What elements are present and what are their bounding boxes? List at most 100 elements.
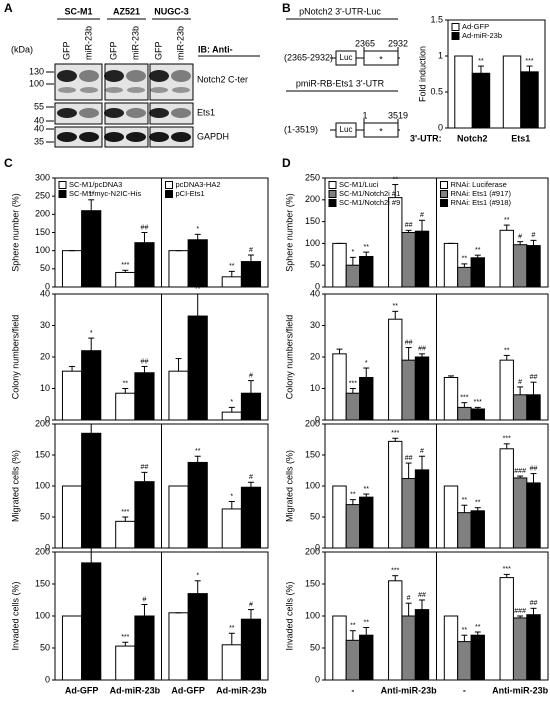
significance: ##: [141, 224, 149, 231]
utr-start: 2365: [355, 38, 375, 48]
legend-label: RNAi: Ets1 (#918): [451, 198, 512, 207]
y-tick-label: 50: [310, 260, 320, 270]
bar: [168, 370, 189, 421]
significance: *: [90, 330, 93, 337]
band: [58, 87, 76, 93]
y-tick-label: 0: [315, 542, 320, 552]
legend-swatch: [328, 199, 337, 207]
significance: **: [504, 217, 510, 224]
y-tick-label: 0: [315, 674, 320, 684]
band: [126, 70, 146, 82]
y-tick-label: 1: [438, 50, 443, 60]
y-tick-label: 200: [35, 209, 50, 219]
legend-swatch: [165, 190, 173, 198]
bar: [240, 392, 262, 421]
bar: [443, 242, 459, 288]
bar: [134, 481, 155, 549]
legend-swatch: [328, 181, 337, 189]
lane-label: GFP: [108, 41, 118, 60]
significance: **: [195, 286, 201, 293]
significance: ###: [514, 468, 526, 475]
significance: #: [420, 212, 424, 219]
plot-frame: [447, 19, 546, 129]
y-tick-label: 200: [35, 546, 50, 556]
x-tick-label: Ad-GFP: [65, 685, 99, 695]
ib-label: IB: Anti-: [198, 44, 233, 54]
significance: ***: [121, 509, 129, 516]
significance: #: [407, 595, 411, 602]
construct-range: (2365-2932): [284, 52, 333, 62]
significance: ***: [474, 399, 482, 406]
bar: [61, 250, 83, 288]
bar: [454, 55, 473, 129]
bar: [359, 496, 374, 549]
utr-end: 2932: [388, 38, 408, 48]
y-tick-label: 30: [40, 320, 50, 330]
y-tick-label: 150: [305, 216, 320, 226]
band: [126, 132, 146, 142]
bar: [168, 250, 189, 288]
significance: #: [532, 232, 536, 239]
bar: [81, 210, 102, 288]
y-tick-label: 0: [45, 674, 50, 684]
bar: [388, 318, 403, 421]
band: [104, 108, 124, 118]
bar: [401, 615, 416, 681]
significance: **: [462, 497, 468, 504]
bar: [81, 562, 102, 681]
significance: **: [364, 244, 370, 251]
y-tick-label: 20: [40, 351, 50, 361]
band: [171, 70, 191, 82]
bar: [457, 512, 472, 549]
bar: [345, 504, 361, 549]
legend-label: SC-M1/pcDNA3: [69, 180, 122, 189]
significance: *: [196, 226, 199, 233]
significance: **: [229, 263, 235, 270]
significance: *: [230, 399, 233, 406]
significance: ##: [141, 464, 149, 471]
significance: ##: [530, 374, 538, 381]
significance: *: [365, 360, 368, 367]
bar: [345, 264, 361, 288]
y-tick-label: 150: [35, 578, 50, 588]
bar: [401, 359, 416, 421]
y-tick-label: 0: [45, 414, 50, 424]
x-axis-label: 3'-UTR:: [410, 133, 442, 143]
legend-label: pcDNA3-HA2: [176, 180, 221, 189]
legend-swatch: [451, 23, 460, 31]
bar: [520, 71, 539, 129]
band: [126, 108, 146, 118]
marker: 55: [34, 101, 44, 111]
construct-range: (1-3519): [284, 124, 318, 134]
significance: ***: [503, 566, 511, 573]
luc-box: [335, 50, 357, 66]
x-tick-label: Ad-GFP: [171, 685, 205, 695]
marker: 40: [34, 115, 44, 125]
y-tick-label: 40: [40, 288, 50, 298]
x-tick-label: Notch2: [457, 133, 488, 143]
cell-line: SC-M1: [64, 6, 92, 16]
band: [79, 132, 99, 142]
bar: [359, 376, 374, 421]
band: [171, 132, 191, 142]
legend-swatch: [440, 190, 448, 198]
bar: [115, 392, 136, 421]
bar: [134, 242, 155, 288]
utr-end: 3519: [388, 110, 408, 120]
significance: ##: [418, 592, 426, 599]
significance: #: [420, 448, 424, 455]
y-tick-label: 40: [310, 288, 320, 298]
panel-label: A: [4, 1, 13, 15]
bar: [499, 229, 514, 288]
y-tick-label: 150: [35, 227, 50, 237]
utr-start: 1: [362, 110, 367, 120]
significance: ***: [525, 58, 533, 65]
band: [149, 70, 169, 82]
bar: [526, 482, 541, 549]
construct-title: pNotch2 3'-UTR-Luc: [299, 6, 381, 16]
bar: [61, 370, 83, 421]
band: [127, 87, 145, 93]
cell-line: NUGC-3: [154, 6, 189, 16]
significance: ***: [460, 395, 468, 402]
bar: [470, 257, 485, 288]
